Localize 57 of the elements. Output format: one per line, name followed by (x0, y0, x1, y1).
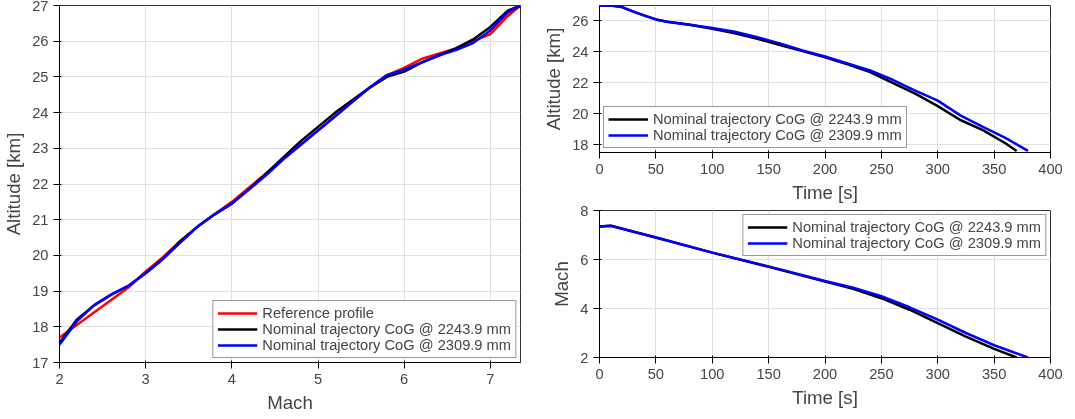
legend-label: Nominal trajectory CoG @ 2243.9 mm (262, 321, 511, 337)
y-tick-label: 4 (580, 300, 589, 317)
legend-label: Nominal trajectory CoG @ 2243.9 mm (653, 111, 902, 127)
y-tick-label: 8 (580, 202, 589, 219)
y-tick-label: 21 (32, 211, 49, 228)
y-tick-label: 17 (32, 354, 49, 371)
x-tick-label: 200 (812, 365, 838, 382)
x-tick-label: 300 (925, 160, 950, 177)
x-axis-title: Mach (267, 391, 313, 413)
x-tick-label: 350 (981, 365, 1007, 382)
y-tick-label: 20 (32, 247, 49, 264)
x-tick-label: 150 (756, 160, 781, 177)
x-tick-label: 300 (925, 365, 950, 382)
x-tick-label: 250 (869, 365, 894, 382)
y-tick-label: 2 (580, 349, 589, 366)
x-tick-label: 200 (812, 160, 838, 177)
y-axis-title: Altitude [km] (3, 132, 25, 236)
y-tick-label: 27 (32, 0, 49, 14)
x-tick-label: 100 (700, 160, 725, 177)
legend-label: Nominal trajectory CoG @ 2243.9 mm (792, 219, 1041, 235)
x-tick-label: 5 (313, 370, 323, 387)
x-tick-label: 6 (400, 370, 409, 387)
y-axis-title: Altitude [km] (543, 27, 565, 131)
legend-label: Nominal trajectory CoG @ 2309.9 mm (262, 337, 511, 353)
x-tick-label: 50 (647, 365, 665, 382)
x-tick-label: 150 (756, 365, 781, 382)
y-tick-label: 25 (32, 68, 49, 85)
y-tick-label: 22 (32, 176, 49, 192)
x-tick-label: 400 (1038, 365, 1063, 382)
x-axis-title: Time [s] (792, 386, 858, 408)
y-tick-label: 6 (580, 251, 589, 268)
x-tick-label: 350 (981, 160, 1007, 177)
y-tick-label: 18 (572, 136, 589, 153)
x-tick-label: 250 (869, 160, 894, 177)
y-tick-label: 26 (32, 33, 49, 50)
y-tick-label: 26 (572, 12, 589, 29)
x-tick-label: 7 (486, 370, 495, 387)
x-tick-label: 50 (647, 160, 665, 177)
x-axis-title: Time [s] (792, 181, 858, 203)
x-tick-label: 4 (227, 370, 236, 387)
y-tick-label: 20 (572, 105, 589, 122)
y-axis-title: Mach (551, 261, 573, 307)
x-tick-label: 3 (141, 370, 150, 387)
x-tick-label: 0 (595, 365, 604, 382)
x-tick-label: 100 (700, 365, 725, 382)
legend-label: Reference profile (262, 305, 374, 321)
x-tick-label: 2 (55, 370, 64, 387)
y-tick-label: 23 (32, 140, 49, 157)
y-tick-label: 19 (32, 283, 49, 300)
x-tick-label: 400 (1038, 160, 1063, 177)
y-tick-label: 24 (32, 104, 49, 121)
y-tick-label: 24 (572, 43, 589, 60)
legend-label: Nominal trajectory CoG @ 2309.9 mm (792, 235, 1041, 251)
legend-label: Nominal trajectory CoG @ 2309.9 mm (653, 127, 902, 143)
x-tick-label: 0 (595, 160, 604, 177)
y-tick-label: 18 (32, 318, 49, 335)
y-tick-label: 22 (572, 74, 589, 91)
